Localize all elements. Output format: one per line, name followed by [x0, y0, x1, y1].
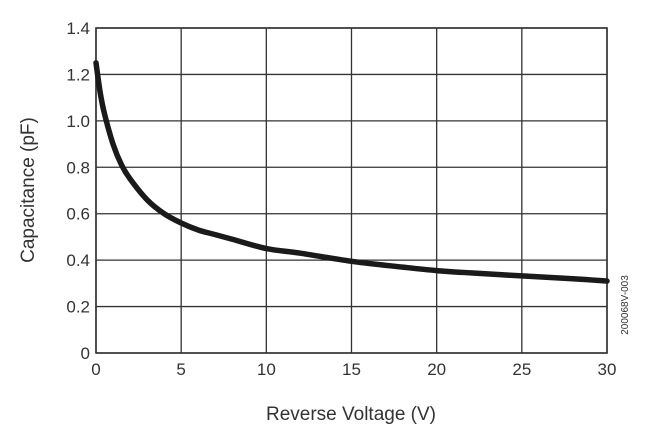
x-tick-label: 5 — [176, 360, 185, 379]
gridlines — [95, 27, 608, 354]
y-tick-labels: 0 0.2 0.4 0.6 0.8 1.0 1.2 1.4 — [66, 19, 90, 363]
y-tick-label: 1.0 — [66, 112, 90, 131]
x-axis-label: Reverse Voltage (V) — [266, 404, 436, 425]
y-tick-label: 0 — [81, 344, 90, 363]
series-layer — [93, 60, 610, 284]
y-tick-label: 0.6 — [66, 205, 90, 224]
y-tick-label: 1.4 — [66, 19, 90, 38]
y-tick-label: 0.4 — [66, 251, 90, 270]
capacitance-curve — [93, 60, 610, 284]
document-id-annotation: 200068V-003 — [620, 275, 631, 335]
x-tick-labels: 0 5 10 15 20 25 30 — [91, 360, 616, 379]
x-tick-label: 10 — [257, 360, 276, 379]
x-tick-label: 30 — [598, 360, 617, 379]
plot-frame — [95, 27, 608, 354]
y-axis-label: Capacitance (pF) — [18, 117, 39, 263]
x-tick-label: 20 — [427, 360, 446, 379]
y-tick-label: 1.2 — [66, 65, 90, 84]
x-tick-label: 0 — [91, 360, 100, 379]
y-tick-label: 0.8 — [66, 158, 90, 177]
x-tick-label: 25 — [512, 360, 531, 379]
x-tick-label: 15 — [342, 360, 361, 379]
y-tick-label: 0.2 — [66, 298, 90, 317]
